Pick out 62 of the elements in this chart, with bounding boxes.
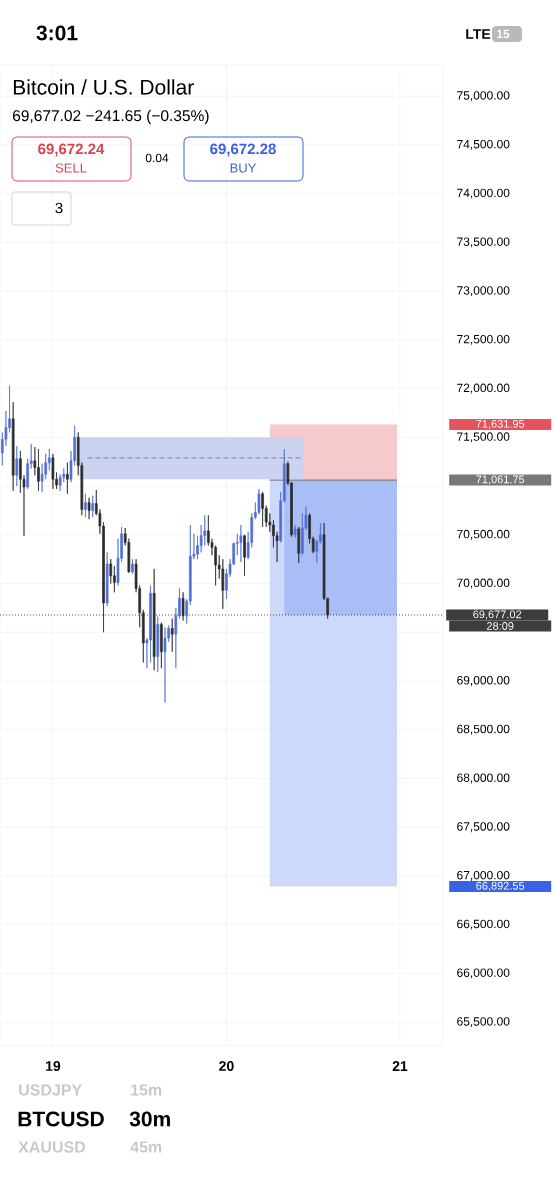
candlestick xyxy=(160,622,163,669)
text: 15 xyxy=(497,29,510,39)
text: 30m xyxy=(129,1111,170,1127)
x-tick-label: 20 xyxy=(219,1061,234,1071)
text: LTE xyxy=(466,29,491,39)
text: 28:09 xyxy=(486,622,514,630)
candlestick xyxy=(293,524,297,539)
candlestick xyxy=(181,591,185,621)
text: 69,677.02 −241.65 (−0.35%) xyxy=(12,109,209,125)
candlestick xyxy=(91,495,95,518)
annotation: BUY xyxy=(230,163,257,173)
y-tick-label: 73,500.00 xyxy=(457,237,510,248)
candlestick xyxy=(156,616,160,673)
candlestick xyxy=(152,568,156,671)
candlestick xyxy=(131,558,134,575)
y-tick-label: 74,000.00 xyxy=(457,188,510,199)
candlestick xyxy=(297,526,301,564)
annotation: 0.04 xyxy=(145,153,169,163)
y-tick-label: 68,500.00 xyxy=(457,724,510,735)
candlestick xyxy=(84,493,87,518)
text: 71,061.75 xyxy=(476,475,525,485)
candlestick xyxy=(163,627,167,703)
y-tick-label: 74,500.00 xyxy=(457,139,510,150)
text: 3:01 xyxy=(36,25,78,41)
y-tick-label: 71,500.00 xyxy=(457,432,510,443)
candlestick xyxy=(170,618,174,653)
y-tick-label: 70,500.00 xyxy=(457,529,510,540)
x-tick-label: 21 xyxy=(392,1061,408,1071)
candlestick xyxy=(15,445,19,487)
candlestick xyxy=(11,401,15,492)
x-tick-label: 19 xyxy=(46,1061,61,1071)
y-tick-label: 65,500.00 xyxy=(457,1017,510,1028)
y-tick-label: 75,000.00 xyxy=(457,91,510,102)
candlestick xyxy=(51,453,55,490)
candlestick xyxy=(87,497,91,520)
ref-line-label: 69,677.02 xyxy=(473,610,522,620)
candlestick xyxy=(239,524,243,563)
y-tick-label: 69,000.00 xyxy=(457,676,510,686)
y-tick-label: 68,000.00 xyxy=(457,773,510,784)
y-tick-label: 67,000.00 xyxy=(457,870,510,881)
annotation: SELL xyxy=(55,163,87,173)
candlestick xyxy=(261,491,264,528)
y-tick-label: 72,000.00 xyxy=(457,383,510,394)
annotation: 69,672.28 xyxy=(210,143,276,157)
y-tick-label: 67,500.00 xyxy=(457,822,510,833)
candlestick xyxy=(221,558,225,610)
y-tick-label: 66,000.00 xyxy=(457,968,510,979)
candlestick xyxy=(257,488,261,515)
text: Bitcoin / U.S. Dollar xyxy=(13,79,194,95)
y-tick-label: 73,000.00 xyxy=(457,286,510,297)
y-tick-label: 72,500.00 xyxy=(457,334,510,345)
annotation: 69,672.24 xyxy=(38,143,105,157)
candlestick xyxy=(105,551,109,607)
text: 71,631.95 xyxy=(476,419,525,429)
annotation: 3 xyxy=(55,202,63,214)
candlestick xyxy=(243,534,246,577)
text: 66,892.55 xyxy=(476,881,525,891)
y-tick-label: 66,500.00 xyxy=(457,919,510,930)
candlestick xyxy=(37,448,40,492)
candlestick xyxy=(66,462,69,495)
text: BTCUSD xyxy=(18,1111,104,1127)
y-tick-label: 70,000.00 xyxy=(457,578,510,589)
